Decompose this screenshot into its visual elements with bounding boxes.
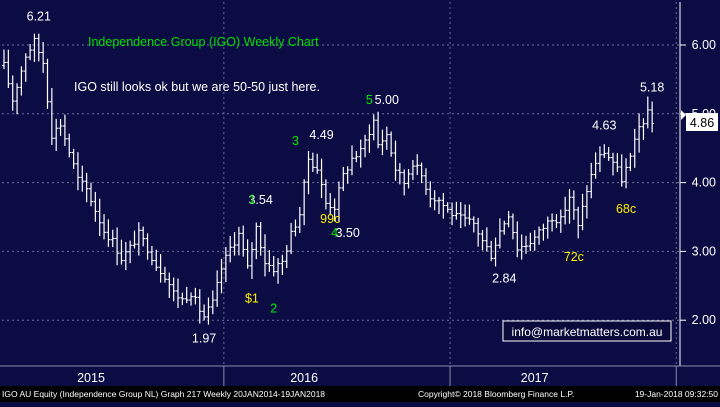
gridlines <box>2 2 680 366</box>
annotation-label: 5 <box>366 93 373 107</box>
footer-left: IGO AU Equity (Independence Group NL) Gr… <box>2 389 325 399</box>
watermark-text: info@marketmatters.com.au <box>512 325 663 339</box>
annotation-label: 4.63 <box>592 118 616 132</box>
annotation-label: 68c <box>616 202 636 216</box>
annotation-label: 4 <box>331 226 338 240</box>
watermark-box <box>502 320 672 342</box>
last-price-box <box>686 113 718 131</box>
x-tick-label: 2015 <box>77 371 105 385</box>
annotation-label: 1 <box>248 193 255 207</box>
x-tick-label: 2017 <box>521 371 549 385</box>
annotation-label: 6.21 <box>27 10 51 24</box>
annotation-label: $1 <box>245 291 259 305</box>
annotation-label: 1.97 <box>192 331 216 345</box>
annotation-label: 3.54 <box>248 193 272 207</box>
y-tick-label: 3.00 <box>692 244 716 258</box>
y-tick-label: 6.00 <box>692 38 716 52</box>
x-tick-label: 2016 <box>290 371 318 385</box>
last-price-tag <box>681 110 686 120</box>
y-tick-label: 2.00 <box>692 313 716 327</box>
footer-center: Copyright© 2018 Bloomberg Finance L.P. <box>418 389 574 399</box>
annotation-label: 3 <box>292 134 299 148</box>
y-tick-label: 4.00 <box>692 176 716 190</box>
footer-bar <box>0 386 720 402</box>
x-axis: 2015 2016 2017 <box>77 366 677 386</box>
annotation-label: 5.18 <box>640 80 664 94</box>
chart-subtitle: IGO still looks ok but we are 50-50 just… <box>74 80 320 94</box>
annotation-label: 99c <box>320 212 340 226</box>
last-price-label: 4.86 <box>681 110 718 131</box>
price-bars <box>2 33 655 325</box>
watermark: info@marketmatters.com.au <box>502 320 672 342</box>
annotation-label: 3.50 <box>335 226 359 240</box>
annotation-label: 5.00 <box>375 93 399 107</box>
footer-right: 19-Jan-2018 09:32:50 <box>635 389 718 399</box>
annotation-label: 2.84 <box>492 271 516 285</box>
last-price-value: 4.86 <box>690 116 714 130</box>
annotations: 6.21 1.97 3.54 4.49 3.50 5.00 2.84 4.63 5.18 1 2 3 4… <box>27 10 665 346</box>
chart-title: Independence Group (IGO) Weekly Chart <box>88 35 319 49</box>
annotation-label: 4.49 <box>309 128 333 142</box>
annotation-label: 2 <box>270 302 277 316</box>
annotation-label: 72c <box>564 250 584 264</box>
